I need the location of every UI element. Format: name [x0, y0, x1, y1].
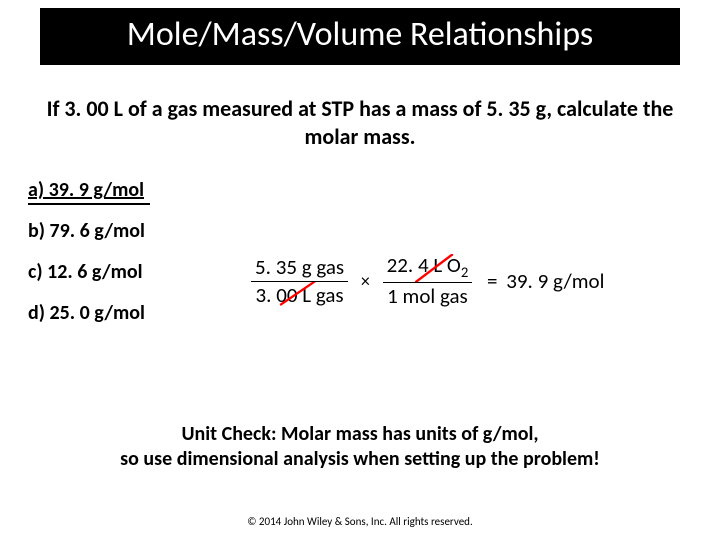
copyright-text: © 2014 John Wiley & Sons, Inc. All right…: [0, 515, 720, 528]
slide-title: Mole/Mass/Volume Relationships: [127, 14, 593, 55]
frac1-numerator: 5. 35 g gas: [251, 256, 348, 281]
times-symbol: ×: [361, 270, 370, 292]
frac2-numerator: 22. 4 L O2: [383, 254, 473, 282]
equals-symbol: =: [487, 268, 497, 294]
result-value: 39. 9 g/mol: [506, 268, 604, 294]
fraction-1: 5. 35 g gas 3. 00 L gas: [251, 256, 348, 307]
dimensional-analysis: 5. 35 g gas 3. 00 L gas × 22. 4 L O2 1 m…: [245, 254, 705, 308]
frac2-denominator: 1 mol gas: [383, 282, 473, 308]
fraction-2: 22. 4 L O2 1 mol gas: [383, 254, 473, 308]
title-bar: Mole/Mass/Volume Relationships: [40, 8, 680, 65]
question-text: If 3. 00 L of a gas measured at STP has …: [20, 95, 700, 150]
unit-check-line1: Unit Check: Molar mass has units of g/mo…: [0, 422, 720, 447]
option-a: a) 39. 9 g/mol: [28, 178, 150, 205]
unit-check-line2: so use dimensional analysis when setting…: [0, 447, 720, 472]
frac1-denominator: 3. 00 L gas: [251, 281, 348, 307]
option-b: b) 79. 6 g/mol: [28, 221, 720, 242]
unit-check-note: Unit Check: Molar mass has units of g/mo…: [0, 422, 720, 472]
